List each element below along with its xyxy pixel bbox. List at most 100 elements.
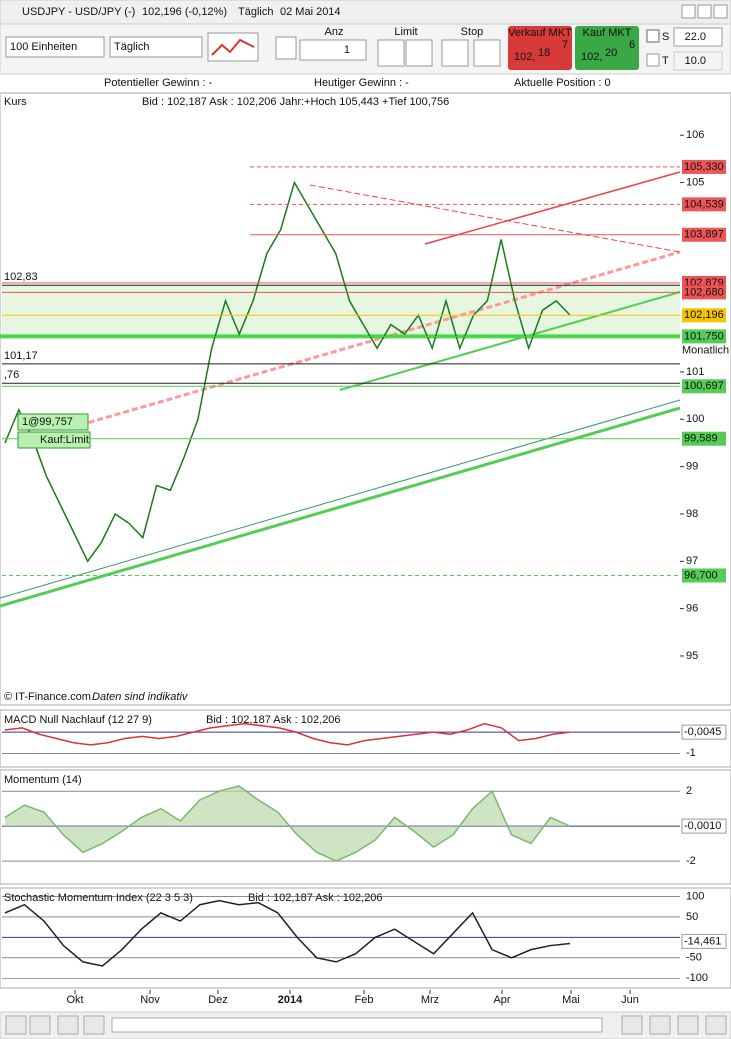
- s-value[interactable]: 22.0: [685, 31, 706, 43]
- anz-input[interactable]: [299, 39, 367, 61]
- s-check[interactable]: [646, 29, 660, 43]
- price-tag: [682, 431, 726, 446]
- trend-line: [339, 291, 681, 391]
- support-zone: [2, 285, 680, 337]
- panel-info: Bid : 102,187 Ask : 102,206: [206, 714, 341, 726]
- y-tick-label: -2: [686, 855, 696, 867]
- x-tick-label: 2014: [278, 994, 303, 1006]
- y-tick-label: 100: [686, 890, 704, 902]
- quantity-select[interactable]: [5, 36, 105, 58]
- panel-name: Momentum (14): [4, 774, 82, 786]
- zoom-tool[interactable]: [677, 1015, 699, 1035]
- t-check[interactable]: [646, 53, 660, 67]
- window-button[interactable]: [713, 4, 728, 19]
- bottom-tool[interactable]: [57, 1015, 79, 1035]
- zoom-tool[interactable]: [649, 1015, 671, 1035]
- y-tick-label: 101: [686, 366, 704, 378]
- y-tick-label: 97: [686, 555, 698, 567]
- chart-type-icon: [211, 38, 255, 56]
- panel-info: Bid : 102,187 Ask : 102,206: [248, 892, 383, 904]
- position: Aktuelle Position : 0: [514, 77, 611, 89]
- date: 02 Mai 2014: [280, 6, 341, 18]
- y-tick-label: 99: [686, 461, 698, 473]
- order-button[interactable]: [405, 39, 433, 67]
- window-button[interactable]: [697, 4, 712, 19]
- period: Täglich: [238, 6, 273, 18]
- trend-line: [424, 171, 681, 245]
- window-button[interactable]: [681, 4, 696, 19]
- price-tag: [682, 308, 726, 323]
- symbol: USDJPY - USD/JPY (-): [22, 6, 135, 18]
- price-tag: [682, 227, 726, 242]
- order-type-tag[interactable]: [17, 431, 91, 449]
- buy-label[interactable]: Kauf MKT: [583, 27, 632, 39]
- brand: © IT-Finance.com: [4, 691, 91, 703]
- value-tag: [681, 933, 727, 949]
- stop-label: Stop: [461, 26, 484, 38]
- trend-line: [0, 406, 681, 608]
- order-button[interactable]: [441, 39, 469, 67]
- y-tick-label: 106: [686, 129, 704, 141]
- zoom-tool[interactable]: [705, 1015, 727, 1035]
- monthly-label: Monatlich: [682, 344, 729, 356]
- value-label: -0,0045: [684, 726, 721, 738]
- bottom-tool[interactable]: [83, 1015, 105, 1035]
- alert-label: 101,17: [4, 350, 38, 362]
- x-tick-label: Feb: [355, 994, 374, 1006]
- price-tag-label: 96,700: [684, 569, 718, 581]
- price-tag: [682, 197, 726, 212]
- order-button[interactable]: [377, 39, 405, 67]
- x-tick-label: Apr: [493, 994, 510, 1006]
- price-line: [4, 180, 571, 563]
- order-label[interactable]: 1@99,757: [22, 416, 73, 428]
- price: 102,196 (-0,12%): [142, 6, 227, 18]
- sell-main[interactable]: 18: [538, 47, 550, 59]
- sell-sup[interactable]: 7: [562, 39, 568, 51]
- s-label: S: [662, 31, 669, 43]
- t-value: 10.0: [685, 55, 706, 67]
- x-tick-label: Nov: [140, 994, 160, 1006]
- sell-button[interactable]: [508, 26, 572, 70]
- price-tag: [682, 379, 726, 394]
- value-tag: [681, 818, 727, 834]
- x-tick-label: Mai: [562, 994, 580, 1006]
- period-select-text[interactable]: Täglich: [114, 41, 149, 53]
- y-tick-label: 50: [686, 911, 698, 923]
- sell-label[interactable]: Verkauf MKT: [508, 27, 572, 39]
- buy-sup[interactable]: 6: [629, 39, 635, 51]
- y-tick-label: -100: [686, 972, 708, 984]
- price-tag-label: 100,697: [684, 380, 724, 392]
- value-label: -0,0010: [684, 820, 721, 832]
- quantity[interactable]: 100 Einheiten: [10, 41, 77, 53]
- panel-name: Stochastic Momentum Index (22 3 5 3): [4, 892, 193, 904]
- potential-gain: Potentieller Gewinn : -: [104, 77, 213, 89]
- note: Daten sind indikativ: [92, 691, 189, 703]
- limit-label: Limit: [394, 26, 417, 38]
- t-input[interactable]: [673, 51, 723, 71]
- price-tag-label: 102,196: [684, 309, 724, 321]
- buy-button[interactable]: [575, 26, 639, 70]
- price-tag: [682, 159, 726, 174]
- tool-button[interactable]: [275, 36, 297, 60]
- panel-name: MACD Null Nachlauf (12 27 9): [4, 714, 152, 726]
- order-tag[interactable]: [17, 413, 89, 431]
- buy-main[interactable]: 20: [605, 47, 617, 59]
- zoom-tool[interactable]: [621, 1015, 643, 1035]
- alert-label: ,76: [4, 369, 19, 381]
- today-gain: Heutiger Gewinn : -: [314, 77, 409, 89]
- y-tick-label: -1: [686, 747, 696, 759]
- price-tag-label: 104,539: [684, 198, 724, 210]
- indicator-line: [4, 785, 571, 862]
- sell-prefix[interactable]: 102,: [514, 51, 535, 63]
- bottom-tool[interactable]: [29, 1015, 51, 1035]
- scrollbar[interactable]: [111, 1017, 603, 1033]
- buy-prefix[interactable]: 102,: [581, 51, 602, 63]
- period-select[interactable]: [109, 36, 203, 58]
- order-type[interactable]: Kauf:Limit: [40, 434, 89, 446]
- y-tick-label: 2: [686, 785, 692, 797]
- bottom-tool[interactable]: [5, 1015, 27, 1035]
- x-tick-label: Jun: [621, 994, 639, 1006]
- order-button[interactable]: [473, 39, 501, 67]
- s-input[interactable]: [673, 27, 723, 47]
- anz-value[interactable]: 1: [344, 44, 350, 56]
